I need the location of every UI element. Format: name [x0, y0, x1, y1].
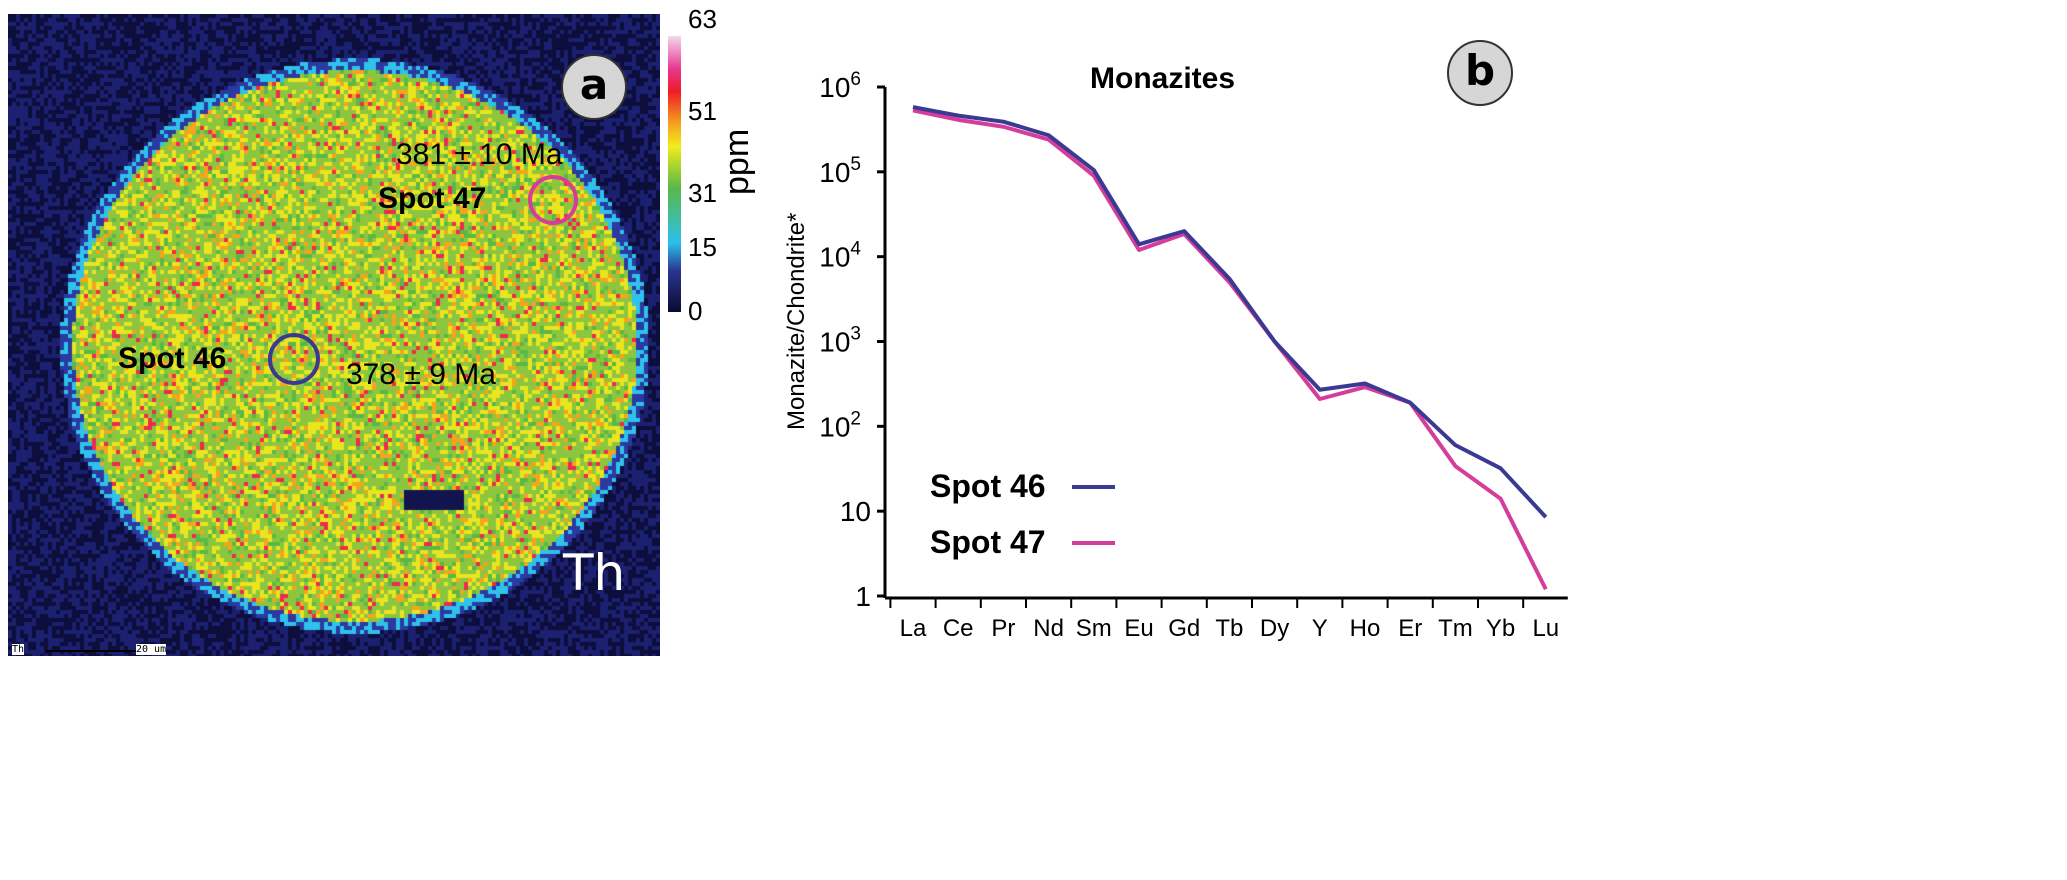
y-tick-label: 102: [819, 408, 861, 442]
x-tick-label: Yb: [1486, 615, 1515, 642]
x-tick-label: Dy: [1260, 615, 1289, 642]
series-line-spot-46: [913, 107, 1546, 517]
x-tick-label: La: [900, 615, 927, 642]
x-tick-label: Ho: [1350, 615, 1381, 642]
y-tick-label: 105: [819, 154, 861, 188]
x-tick-label: Eu: [1124, 615, 1153, 642]
x-tick-label: Ce: [943, 615, 974, 642]
x-tick-label: Tm: [1438, 615, 1473, 642]
series-line-spot-47: [913, 110, 1546, 589]
legend-label: Spot 46: [930, 468, 1046, 505]
x-tick-label: Er: [1398, 615, 1422, 642]
y-tick-label: 10: [840, 496, 871, 527]
x-tick-label: Tb: [1215, 615, 1243, 642]
x-tick-label: Sm: [1076, 615, 1112, 642]
x-tick-label: Y: [1312, 615, 1328, 642]
ree-chart: 1 10 102 103 104 105 106 La Ce Pr Nd Sm Eu Gd Tb Dy Y Ho E…: [0, 0, 2067, 880]
x-tick-label: Gd: [1168, 615, 1200, 642]
y-axis-label: Monazite/Chondrite*: [783, 213, 811, 430]
y-tick-label: 104: [819, 239, 861, 273]
x-tick-label: Pr: [991, 615, 1015, 642]
x-tick-label: Lu: [1532, 615, 1559, 642]
panel-b-badge: b: [1447, 40, 1513, 106]
chart-title: Monazites: [1090, 62, 1235, 96]
legend-label: Spot 47: [930, 524, 1046, 561]
y-tick-label: 1: [855, 581, 871, 612]
y-tick-label: 103: [819, 324, 861, 358]
y-tick-label: 106: [819, 69, 861, 103]
x-tick-label: Nd: [1033, 615, 1064, 642]
